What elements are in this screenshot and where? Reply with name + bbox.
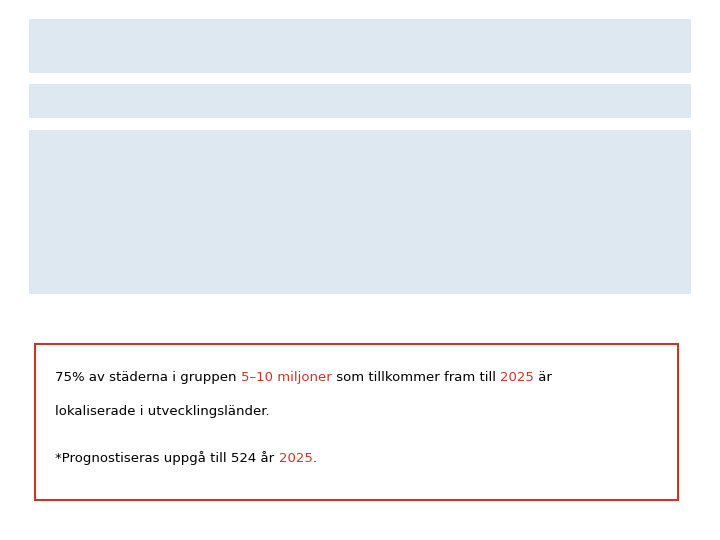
Text: 2025: 2025 [279, 451, 312, 464]
Text: 1 – 5: 1 – 5 [42, 225, 77, 240]
Text: .: . [312, 451, 317, 464]
Text: 5–10 miljoner: 5–10 miljoner [241, 371, 332, 384]
Text: 2025: 2025 [500, 371, 534, 384]
Text: 41: 41 [660, 184, 678, 199]
Text: Antal 2013: Antal 2013 [472, 93, 552, 109]
Text: 5 – 10: 5 – 10 [42, 184, 86, 199]
Text: 0.5 – 1: 0.5 – 1 [42, 266, 91, 281]
Text: *Prognostiseras uppgå till 524 år: *Prognostiseras uppgå till 524 år [55, 451, 279, 465]
Text: är: är [534, 371, 552, 384]
Text: >10: >10 [42, 143, 73, 158]
Text: Storlek (miljoner): Storlek (miljoner) [42, 93, 170, 109]
Text: lokaliserade i utvecklingsländer.: lokaliserade i utvecklingsländer. [55, 404, 270, 417]
Text: Urbana områden fördelat på storlek 2013 (miljoner): Urbana områden fördelat på storlek 2013 … [45, 40, 464, 57]
Text: 420: 420 [650, 266, 678, 281]
Text: 28: 28 [660, 143, 678, 158]
Text: 386*: 386* [643, 225, 678, 240]
Text: 75% av städerna i gruppen: 75% av städerna i gruppen [55, 371, 241, 384]
Text: som tillkommer fram till: som tillkommer fram till [332, 371, 500, 384]
